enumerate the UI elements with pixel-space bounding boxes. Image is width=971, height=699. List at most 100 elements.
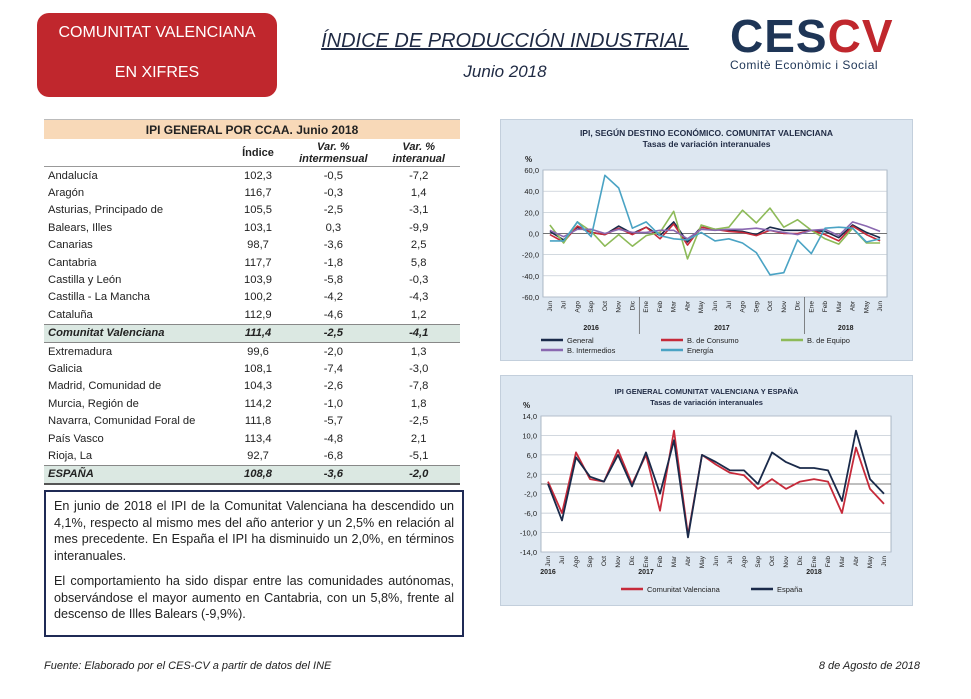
y-tick-label: -14,0 (520, 548, 537, 557)
x-tick-label: Jun (712, 301, 719, 312)
x-tick-label: Oct (602, 301, 609, 311)
x-tick-label: Mar (839, 555, 846, 567)
x-tick-label: Jul (559, 555, 566, 564)
indice-cell: 113,4 (244, 432, 272, 445)
table-row: Balears, Illes 103,1 0,3 -9,9 (44, 219, 460, 236)
interanual-cell: 1,2 (410, 308, 427, 321)
y-tick-label: 60,0 (524, 166, 539, 175)
intermensual-cell: -1,8 (323, 256, 343, 269)
table-row: Aragón 116,7 -0,3 1,4 (44, 184, 460, 201)
region-badge: COMUNITAT VALENCIANA EN XIFRES (37, 13, 277, 97)
table-row: Cantabria 117,7 -1,8 5,8 (44, 254, 460, 271)
x-tick-label: Dic (629, 300, 636, 310)
year-label: 2017 (638, 569, 654, 576)
page-subtitle: Junio 2018 (463, 62, 547, 81)
region-cell: ESPAÑA (44, 464, 227, 486)
legend-label: Energía (687, 346, 714, 355)
y-tick-label: -40,0 (522, 272, 539, 281)
region-cell: Balears, Illes (48, 221, 113, 234)
intermensual-cell: -0,3 (323, 187, 343, 200)
table-row: Castilla y León 103,9 -5,8 -0,3 (44, 271, 460, 288)
y-unit-label: % (525, 155, 532, 164)
x-tick-label: Sep (588, 301, 595, 313)
x-tick-label: Oct (601, 556, 608, 566)
x-tick-label: Sep (755, 556, 762, 568)
indice-cell: 111,8 (244, 415, 272, 428)
intermensual-cell: -4,2 (323, 291, 343, 304)
region-cell: Cataluña (48, 308, 93, 321)
x-tick-label: Nov (781, 300, 788, 312)
y-tick-label: 2,0 (527, 470, 537, 479)
x-tick-label: Jun (713, 556, 720, 567)
indice-cell: 116,7 (244, 187, 272, 200)
x-tick-label: Ago (740, 301, 747, 313)
intermensual-cell: -5,8 (323, 274, 343, 287)
intermensual-cell: -2,6 (323, 380, 343, 393)
year-label: 2017 (714, 325, 730, 332)
logo-cv: CV (827, 10, 894, 62)
x-tick-label: Abr (853, 555, 860, 566)
y-tick-label: 6,0 (527, 451, 537, 460)
region-cell: Comunitat Valenciana (44, 323, 227, 343)
table-row: País Vasco 113,4 -4,8 2,1 (44, 430, 460, 447)
x-tick-label: Mar (836, 300, 843, 312)
interanual-cell: 2,1 (410, 432, 427, 445)
summary-paragraph-1: En junio de 2018 el IPI de la Comunitat … (54, 499, 454, 563)
x-tick-label: Sep (753, 301, 760, 313)
indice-cell: 111,4 (226, 323, 290, 343)
x-tick-label: Feb (657, 556, 664, 568)
x-tick-label: Nov (615, 555, 622, 567)
chart-cv-espana: IPI GENERAL COMUNITAT VALENCIANA Y ESPAÑ… (500, 375, 913, 606)
x-tick-label: Jul (726, 300, 733, 309)
x-tick-label: Mar (671, 300, 678, 312)
interanual-cell: -3,0 (409, 362, 429, 375)
indice-cell: 104,3 (244, 380, 273, 393)
chart-title: IPI GENERAL COMUNITAT VALENCIANA Y ESPAÑ… (615, 387, 799, 396)
page-title: ÍNDICE DE PRODUCCIÓN INDUSTRIAL (321, 30, 689, 52)
legend-label: B. de Equipo (807, 336, 850, 345)
region-cell: Andalucía (48, 169, 98, 182)
indice-cell: 100,2 (244, 291, 273, 304)
summary-textbox: En junio de 2018 el IPI de la Comunitat … (44, 490, 464, 637)
y-tick-label: -2,0 (524, 490, 537, 499)
intermensual-cell: -2,0 (323, 345, 343, 358)
intermensual-cell: -3,6 (289, 464, 378, 486)
interanual-cell: -7,8 (409, 380, 429, 393)
x-tick-label: Ago (573, 556, 580, 568)
legend-label: Comunitat Valenciana (647, 585, 721, 594)
interanual-cell: -9,9 (409, 221, 429, 234)
indice-cell: 114,2 (244, 397, 272, 410)
table-row: Extremadura 99,6 -2,0 1,3 (44, 342, 460, 360)
y-tick-label: -60,0 (522, 293, 539, 302)
region-cell: Rioja, La (48, 449, 93, 462)
y-tick-label: 14,0 (522, 412, 537, 421)
x-tick-label: Abr (850, 300, 857, 311)
interanual-cell: -5,1 (409, 449, 429, 462)
interanual-cell: 1,3 (410, 345, 427, 358)
x-tick-label: Nov (783, 555, 790, 567)
table-row: Rioja, La 92,7 -6,8 -5,1 (44, 447, 460, 465)
x-tick-label: Abr (684, 300, 691, 311)
region-cell: Castilla y León (48, 274, 122, 287)
intermensual-cell: -1,0 (323, 397, 343, 410)
legend-label: B. Intermedios (567, 346, 616, 355)
y-tick-label: -6,0 (524, 509, 537, 518)
x-tick-label: Ene (643, 556, 650, 568)
chart-title: IPI, SEGÚN DESTINO ECONÓMICO. COMUNITAT … (580, 127, 833, 138)
x-tick-label: Dic (629, 555, 636, 565)
table-body: Andalucía 102,3 -0,5 -7,2 Aragón 116,7 -0,3 1,4… (44, 167, 460, 486)
region-cell: Castilla - La Mancha (48, 291, 150, 304)
series-line-1 (547, 429, 885, 539)
interanual-cell: -4,1 (377, 323, 460, 343)
interanual-cell: -3,1 (409, 204, 429, 217)
region-cell: Asturias, Principado de (48, 204, 164, 217)
x-tick-label: May (867, 555, 874, 568)
x-tick-label: Jun (881, 556, 888, 567)
y-tick-label: 0,0 (529, 230, 539, 239)
region-cell: Canarias (48, 239, 93, 252)
intermensual-cell: -7,4 (323, 362, 343, 375)
x-tick-label: Oct (769, 556, 776, 566)
badge-line1: COMUNITAT VALENCIANA (58, 24, 256, 41)
region-cell: Galicia (48, 362, 83, 375)
intermensual-cell: -0,5 (323, 169, 343, 182)
